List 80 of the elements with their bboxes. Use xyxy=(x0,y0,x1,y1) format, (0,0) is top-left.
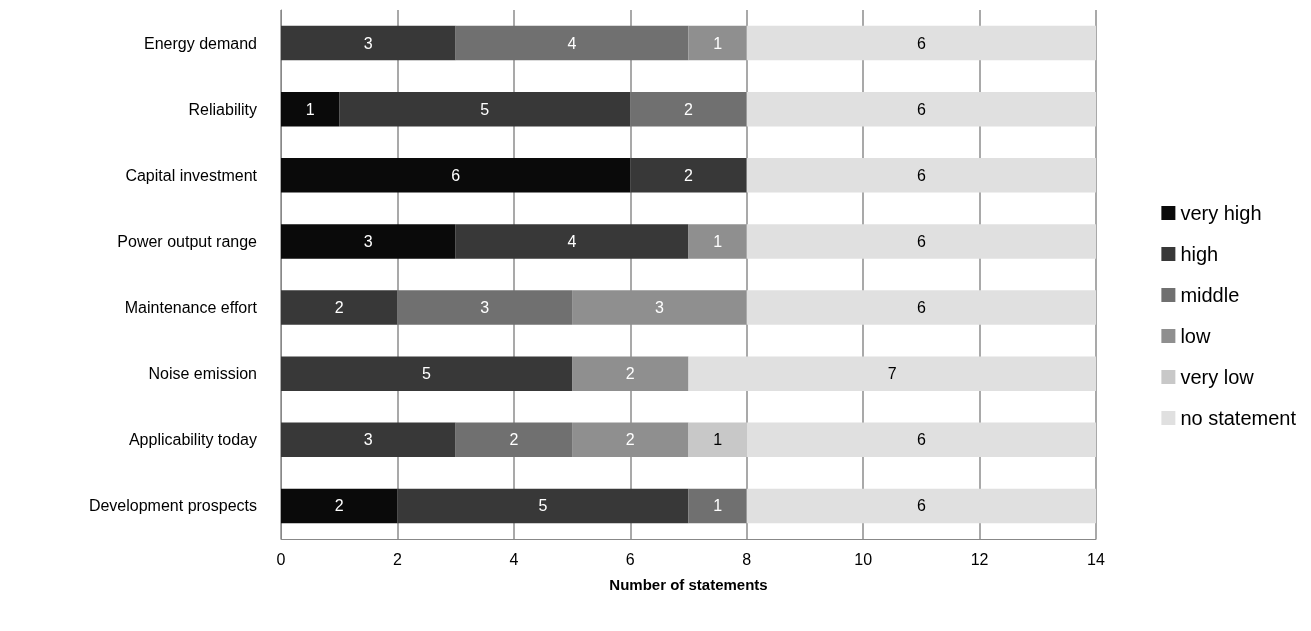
bar xyxy=(281,422,456,458)
bar xyxy=(746,290,1096,325)
y-tick-label: Reliability xyxy=(188,100,257,118)
bar xyxy=(281,25,456,61)
x-axis-title: Number of statements xyxy=(609,576,768,593)
data-label: 3 xyxy=(363,34,373,52)
data-label: 7 xyxy=(887,365,897,383)
x-tick-label: 10 xyxy=(854,550,873,568)
data-label: 1 xyxy=(713,431,723,449)
legend-label: no statement xyxy=(1180,407,1297,429)
bar xyxy=(688,422,747,458)
bar xyxy=(455,224,689,259)
data-label: 5 xyxy=(538,497,548,515)
data-label: 5 xyxy=(480,100,490,118)
data-label: 4 xyxy=(567,34,577,52)
data-label: 2 xyxy=(684,166,694,184)
bar xyxy=(397,488,689,524)
bar xyxy=(397,290,573,325)
bar xyxy=(281,224,456,259)
bar xyxy=(746,224,1096,259)
x-tick-label: 8 xyxy=(742,550,752,568)
y-tick-label: Applicability today xyxy=(128,431,257,449)
y-tick-label: Capital investment xyxy=(125,166,258,184)
x-tick-label: 12 xyxy=(970,550,989,568)
data-label: 1 xyxy=(713,497,723,515)
y-tick-label: Development prospects xyxy=(88,497,257,515)
y-tick-label: Energy demand xyxy=(144,34,257,52)
bar xyxy=(281,92,340,127)
data-label: 6 xyxy=(916,34,926,52)
legend-label: middle xyxy=(1180,284,1240,306)
x-tick-label: 0 xyxy=(276,550,286,568)
data-label: 6 xyxy=(451,166,461,184)
legend-label: high xyxy=(1180,243,1219,265)
bar xyxy=(281,290,398,325)
bar xyxy=(281,158,631,193)
data-label: 2 xyxy=(625,365,635,383)
data-label: 1 xyxy=(713,232,723,250)
data-label: 2 xyxy=(334,497,344,515)
y-tick-label: Power output range xyxy=(117,232,258,250)
data-label: 3 xyxy=(480,299,490,317)
data-label: 6 xyxy=(916,431,926,449)
data-label: 2 xyxy=(625,431,635,449)
data-label: 3 xyxy=(654,299,664,317)
x-tick-label: 6 xyxy=(625,550,635,568)
bar xyxy=(281,356,573,391)
bar xyxy=(339,92,631,127)
data-label: 3 xyxy=(363,232,373,250)
bar xyxy=(746,422,1096,458)
x-tick-label: 14 xyxy=(1087,550,1105,568)
bar xyxy=(455,422,573,458)
data-label: 2 xyxy=(509,431,519,449)
data-label: 6 xyxy=(916,100,926,118)
data-label: 6 xyxy=(916,299,926,317)
bar xyxy=(746,158,1096,193)
bar xyxy=(630,92,747,127)
bar xyxy=(746,25,1096,61)
bar xyxy=(746,488,1096,524)
data-label: 6 xyxy=(916,497,926,515)
y-tick-label: Maintenance effort xyxy=(124,299,258,317)
legend-label: very high xyxy=(1180,202,1262,224)
data-label: 1 xyxy=(713,34,723,52)
y-tick-label: Noise emission xyxy=(148,365,257,383)
data-label: 3 xyxy=(363,431,373,449)
data-label: 4 xyxy=(567,232,577,250)
bar xyxy=(688,356,1096,391)
legend-label: low xyxy=(1180,325,1211,347)
data-label: 5 xyxy=(422,365,432,383)
x-tick-label: 4 xyxy=(509,550,519,568)
bar xyxy=(746,92,1096,127)
data-label: 2 xyxy=(684,100,694,118)
bar xyxy=(630,158,747,193)
data-label: 6 xyxy=(916,232,926,250)
data-label: 1 xyxy=(305,100,315,118)
bar xyxy=(281,488,398,524)
x-tick-label: 2 xyxy=(392,550,402,568)
legend-label: very low xyxy=(1180,366,1255,388)
data-label: 6 xyxy=(916,166,926,184)
data-label: 2 xyxy=(334,299,344,317)
bar xyxy=(455,25,689,61)
bar xyxy=(688,488,747,524)
